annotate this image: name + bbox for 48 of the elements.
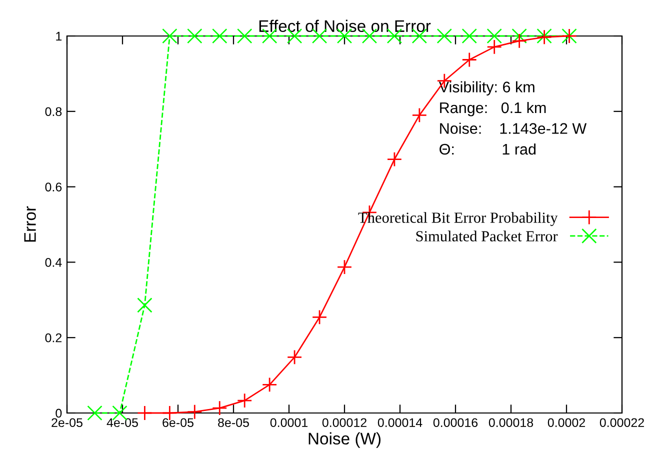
point [137,298,152,313]
x-tick-label: 2e-05 [52,418,82,428]
x-tick-label: 4e-05 [106,418,138,428]
point [486,28,502,44]
point [486,39,502,55]
y-tick-label: 0 [56,408,62,418]
point [512,33,527,49]
point [262,377,278,392]
annotation: Noise: 1.143e-12 W [440,122,587,134]
y-tick-label: 0.4 [45,258,62,267]
x-tick-label: 0.00012 [322,418,366,428]
point [137,405,152,421]
point [212,28,228,44]
x-axis-title: Noise (W) [308,432,381,448]
point [236,28,252,44]
point [386,152,402,167]
point [462,52,478,68]
point [312,310,328,325]
point [336,259,352,275]
annotation: Range: 0.1 km [440,102,546,116]
legend-label: Simulated Packet Error [416,230,558,242]
x-tick-label: 0.00022 [600,418,644,428]
point [412,108,428,123]
x-tick-label: 0.0001 [270,418,308,428]
annotation: Visibility: 6 km [438,81,534,96]
point [462,28,478,44]
point [162,28,178,44]
annotation: Θ: 1 rad [440,143,536,155]
x-tick-label: 0.0002 [548,418,585,428]
x-tick-label: 6e-05 [162,418,194,428]
y-tick-label: 0.6 [45,182,62,192]
y-axis-title: Error [24,206,36,242]
chart-title: Effect of Noise on Error [259,20,431,32]
point [187,404,202,420]
x-tick-label: 8e-05 [218,418,249,428]
y-tick-label: 0.2 [45,333,62,342]
point [87,405,102,421]
point [512,28,527,44]
y-tick-label: 1 [56,32,62,41]
point [236,392,252,408]
point [187,28,202,44]
x-tick-label: 0.00018 [488,418,534,428]
x-tick-label: 0.00016 [433,418,478,428]
point [436,28,452,44]
point [212,400,228,416]
y-tick-label: 0.8 [45,107,62,116]
point [286,350,302,365]
x-tick-label: 0.00014 [378,418,422,428]
